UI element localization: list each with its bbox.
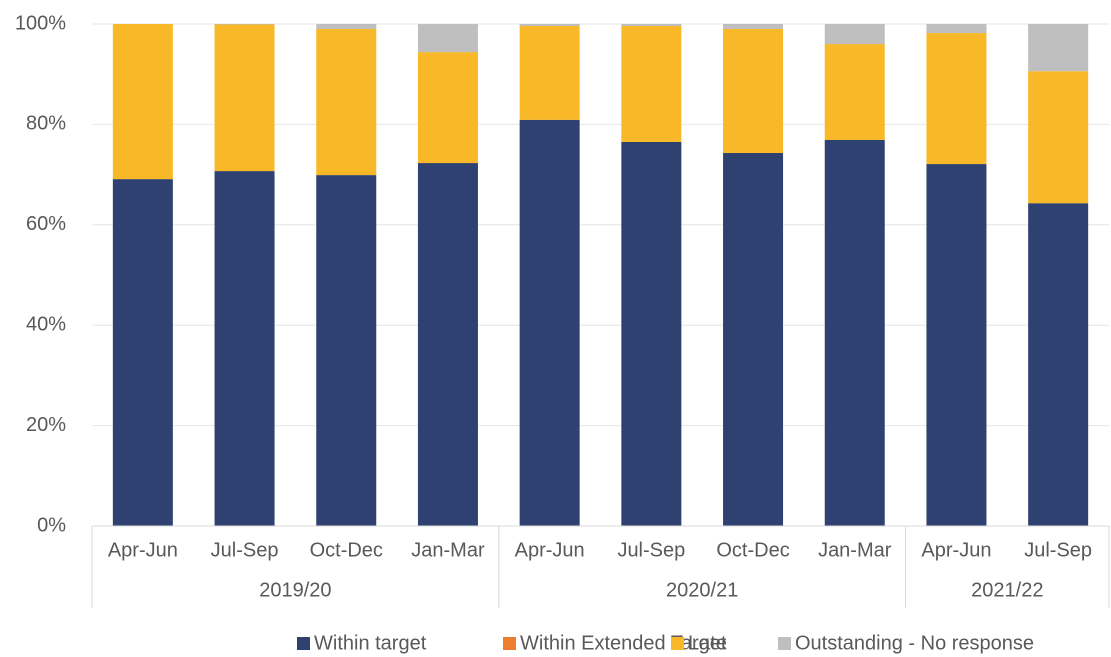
y-tick-label: 100% (15, 12, 66, 34)
x-tick-label: Jul-Sep (617, 539, 685, 561)
bar-segment (723, 24, 784, 30)
bar-segment (926, 164, 987, 527)
legend-swatch (778, 637, 791, 650)
x-tick-label: Oct-Dec (716, 539, 789, 561)
bar-segment (621, 24, 682, 27)
x-tick-label: Jan-Mar (818, 539, 892, 561)
bar-segment (519, 119, 580, 527)
bar-segment (1028, 24, 1089, 72)
bar-segment (417, 24, 478, 53)
bar-segment (417, 163, 478, 526)
x-tick-label: Apr-Jun (515, 539, 585, 561)
bar-segment (112, 179, 173, 527)
bar-segment (824, 44, 885, 140)
bar-segment (926, 33, 987, 165)
y-tick-label: 60% (26, 213, 66, 235)
x-tick-label: Jan-Mar (411, 539, 485, 561)
y-tick-label: 80% (26, 113, 66, 135)
bar-segment (519, 24, 580, 27)
bar-segment (824, 24, 885, 45)
group-label: 2020/21 (666, 579, 738, 601)
x-tick-label: Jul-Sep (1024, 539, 1092, 561)
legend-label: Within target (314, 632, 427, 654)
bar-segment (316, 175, 377, 527)
x-tick-label: Jul-Sep (211, 539, 279, 561)
legend-label: Late (688, 632, 727, 654)
bar-segment (723, 29, 784, 154)
legend-label: Outstanding - No response (795, 632, 1034, 654)
legend-swatch (503, 637, 516, 650)
x-tick-label: Apr-Jun (921, 539, 991, 561)
bar-segment (214, 24, 275, 25)
bar-segment (621, 141, 682, 526)
legend-swatch (297, 637, 310, 650)
bar-segment (316, 29, 377, 176)
bar-segment (621, 26, 682, 142)
group-label: 2019/20 (259, 579, 331, 601)
y-tick-label: 0% (37, 514, 66, 536)
legend-swatch (671, 637, 684, 650)
bar-segment (417, 52, 478, 164)
bar-segment (316, 24, 377, 30)
bar-segment (824, 139, 885, 526)
bar-segment (926, 24, 987, 34)
y-tick-label: 20% (26, 414, 66, 436)
bar-segment (1028, 203, 1089, 527)
bar-segment (214, 171, 275, 526)
bar-segment (723, 153, 784, 526)
bar-segment (214, 24, 275, 172)
bar-segment (519, 26, 580, 120)
y-tick-label: 40% (26, 313, 66, 335)
bar-segment (112, 24, 173, 180)
bar-segment (1028, 71, 1089, 204)
x-tick-label: Oct-Dec (310, 539, 383, 561)
group-label: 2021/22 (971, 579, 1043, 601)
x-tick-label: Apr-Jun (108, 539, 178, 561)
